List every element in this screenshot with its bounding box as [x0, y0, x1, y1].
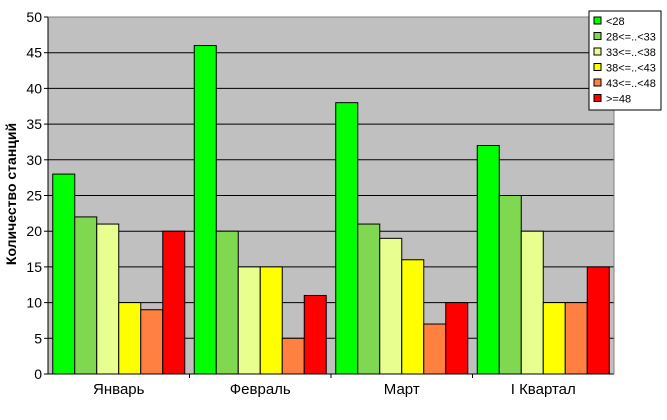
bar: [423, 323, 447, 375]
legend-label: 33<=..<38: [606, 47, 656, 59]
y-axis-label: Количество станций: [3, 123, 19, 265]
y-tick-label: 25: [26, 188, 42, 204]
bar: [118, 302, 142, 375]
bar: [520, 230, 544, 375]
legend-swatch: [593, 94, 602, 102]
x-tick-label: Январь: [93, 381, 145, 398]
bar: [586, 266, 610, 375]
legend-label: 28<=..<33: [606, 32, 656, 44]
bar: [445, 302, 469, 375]
bar: [193, 45, 217, 375]
bar: [52, 173, 76, 375]
legend: <28 28<=..<33 33<=..<38 38<=..<43 43<=..<48 >…: [588, 10, 662, 111]
legend-label: 43<=..<48: [606, 78, 656, 90]
legend-swatch: [593, 78, 602, 87]
x-tick-label: Февраль: [230, 381, 291, 398]
bar: [140, 309, 164, 375]
bar: [476, 145, 500, 375]
bar: [96, 223, 120, 375]
bar: [357, 223, 381, 375]
bar: [542, 302, 566, 375]
bar: [281, 337, 305, 375]
bar: [215, 230, 239, 375]
bar: [162, 230, 186, 375]
bar: [498, 195, 522, 375]
bar: [74, 216, 98, 375]
y-tick-label: 5: [34, 330, 42, 346]
bar: [259, 266, 283, 375]
legend-label: <28: [606, 16, 625, 28]
bar: [401, 259, 425, 375]
y-tick-label: 35: [26, 116, 42, 132]
legend-swatch: [593, 47, 602, 56]
bar: [303, 294, 327, 375]
bar: [335, 102, 359, 375]
y-tick-label: 45: [26, 45, 42, 61]
bar: [379, 237, 403, 375]
legend-swatch: [593, 16, 602, 25]
y-tick-label: 15: [26, 259, 42, 275]
y-tick-label: 20: [26, 223, 42, 239]
legend-swatch: [593, 32, 602, 40]
bar: [237, 266, 261, 375]
legend-label: 38<=..<43: [606, 63, 656, 75]
legend-swatch: [593, 63, 602, 71]
y-tick-label: 50: [26, 9, 42, 25]
y-tick-label: 40: [26, 80, 42, 96]
legend-box: [588, 10, 662, 111]
bar: [564, 302, 588, 375]
y-tick-label: 30: [26, 152, 42, 168]
legend-label: >=48: [606, 94, 631, 106]
y-tick-label: 0: [34, 366, 42, 382]
x-tick-label: Март: [384, 381, 420, 398]
y-tick-label: 10: [26, 295, 42, 311]
x-tick-label: I Квартал: [511, 381, 576, 398]
